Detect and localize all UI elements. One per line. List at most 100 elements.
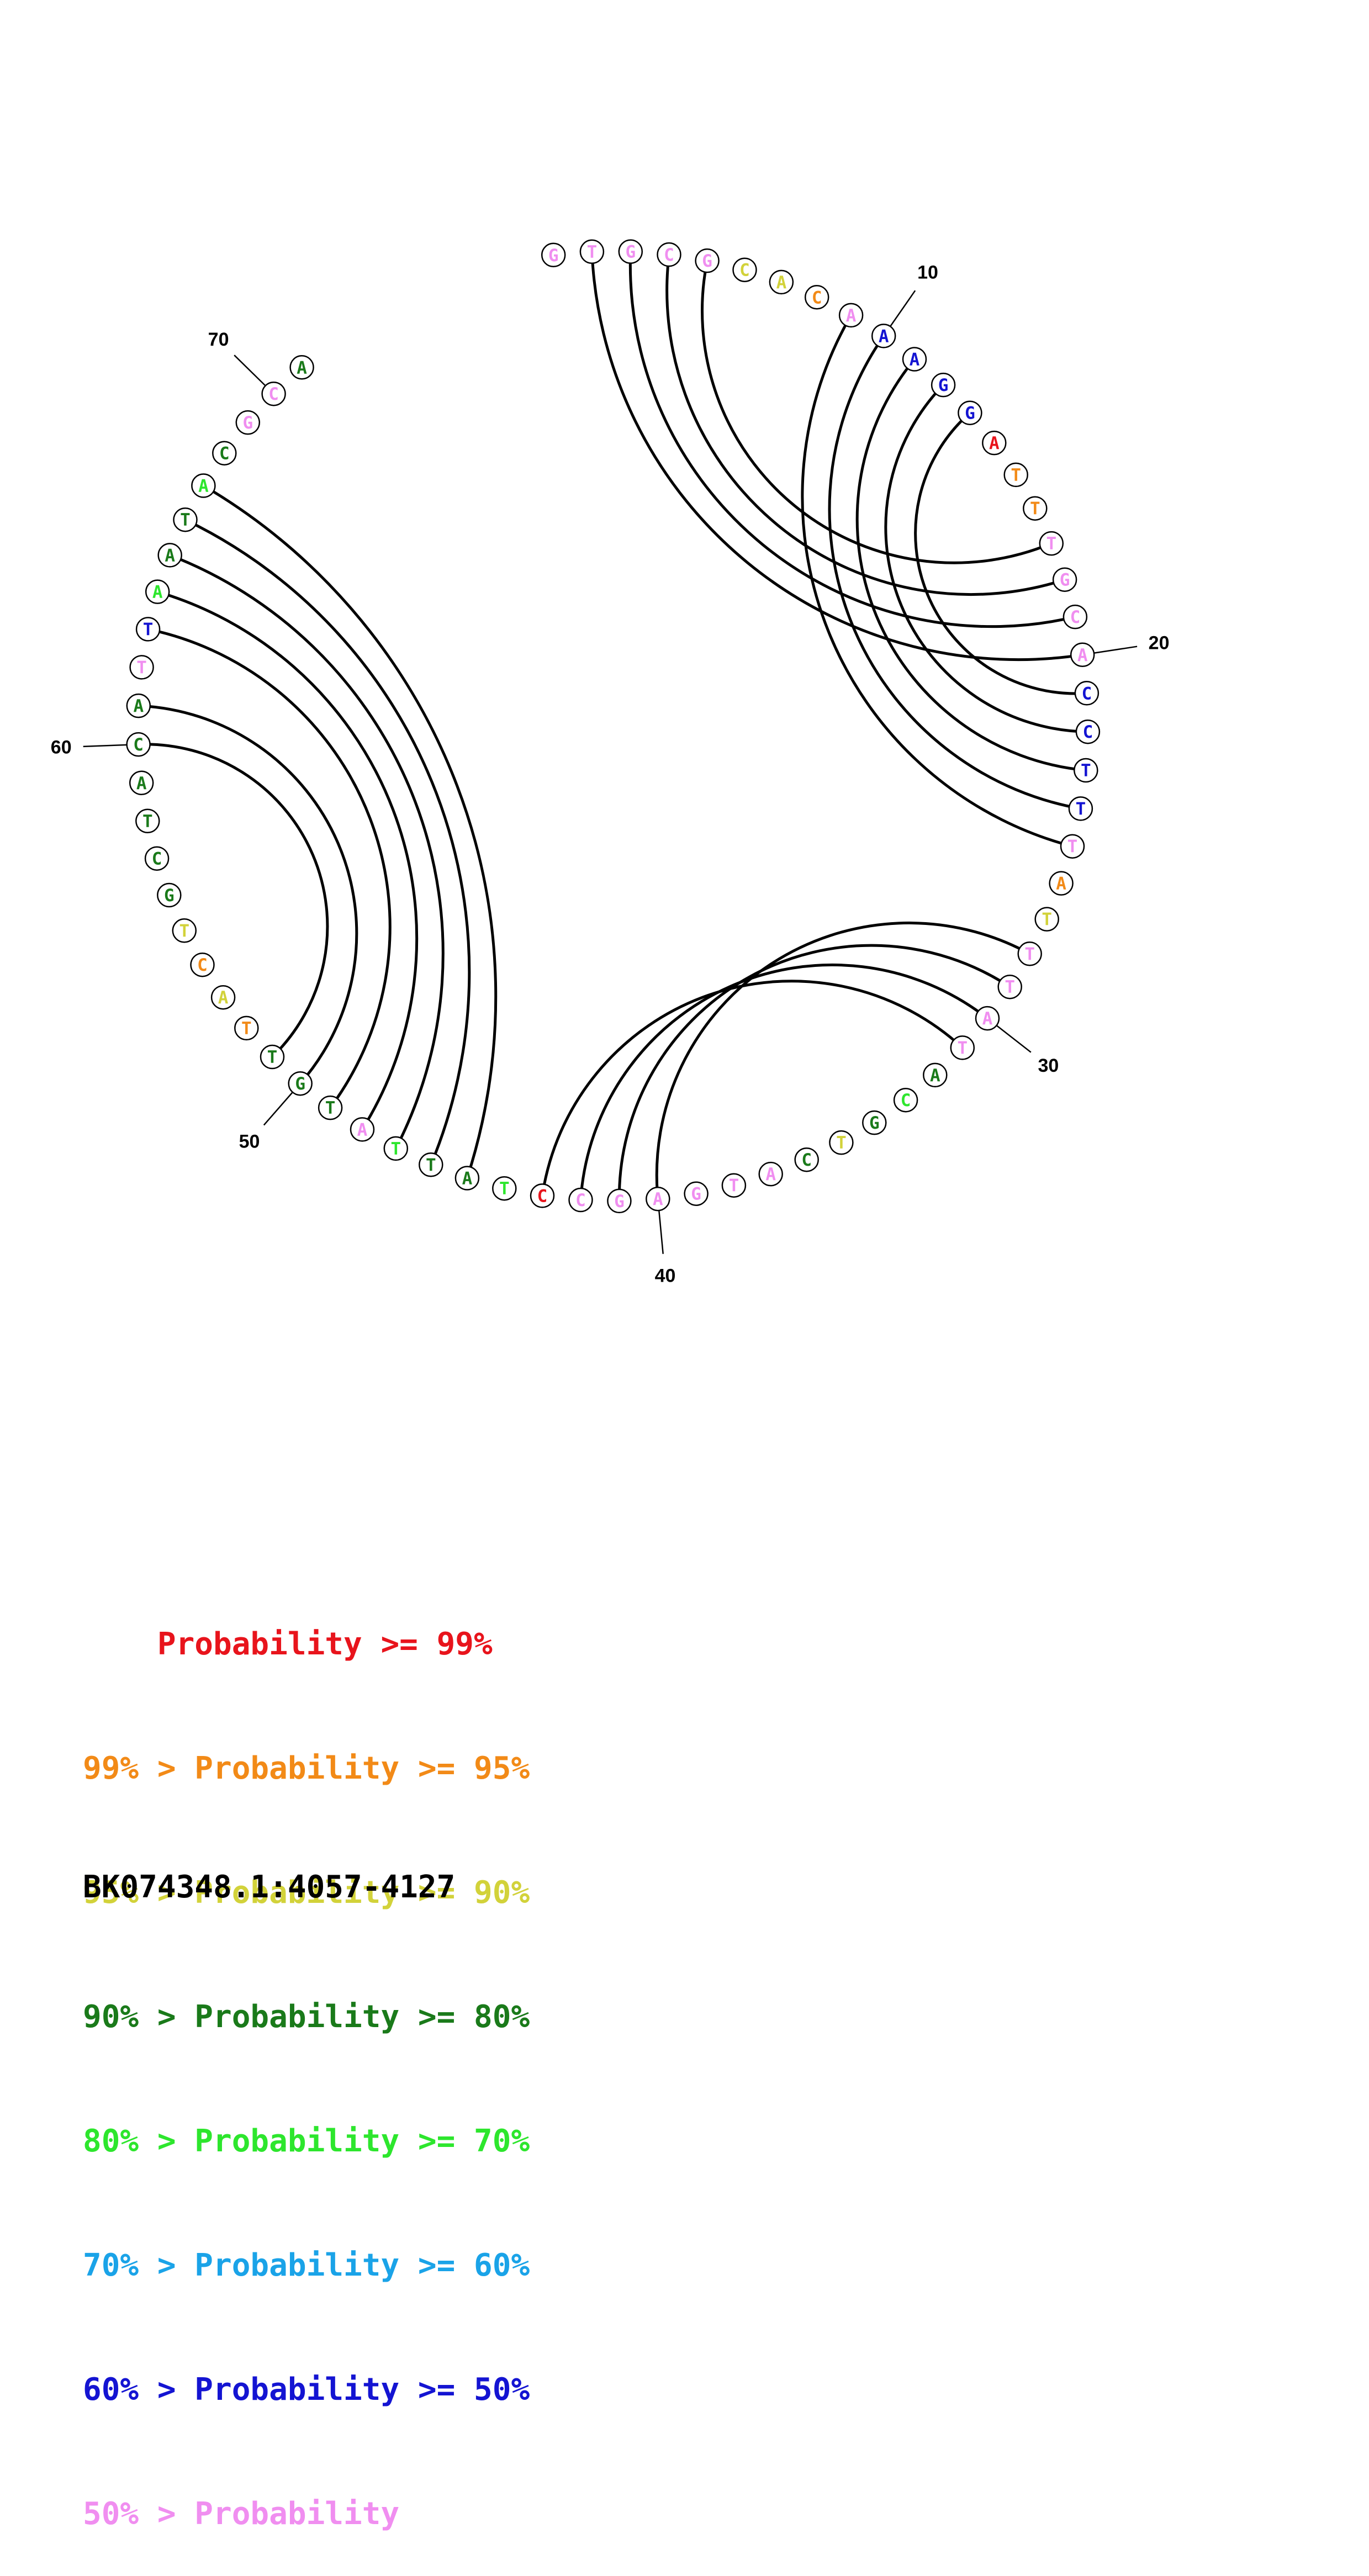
- nucleotide-13: G: [958, 400, 982, 425]
- base-pair-arc-12-22: [884, 384, 1088, 733]
- nucleotide-36: C: [794, 1147, 819, 1172]
- nucleotide-letter-67: A: [198, 477, 209, 496]
- nucleotide-56: G: [157, 882, 182, 908]
- nucleotide-letter-32: A: [930, 1066, 940, 1086]
- base-pair-arc-28-40: [655, 921, 1030, 1199]
- nucleotide-letter-66: T: [180, 510, 191, 530]
- nucleotide-circle-45: [454, 1166, 480, 1191]
- nucleotide-57: C: [144, 846, 170, 871]
- nucleotide-circle-61: [126, 693, 151, 718]
- nucleotide-letter-45: A: [462, 1169, 473, 1189]
- nucleotide-circle-50: [288, 1071, 313, 1096]
- position-tick-60: [83, 744, 127, 748]
- nucleotide-25: T: [1060, 834, 1085, 859]
- nucleotide-letter-56: G: [164, 886, 175, 906]
- nucleotide-letter-15: T: [1011, 466, 1021, 485]
- nucleotide-6: C: [732, 257, 757, 282]
- nucleotide-letter-5: G: [702, 251, 712, 271]
- nucleotide-letter-47: T: [390, 1139, 401, 1159]
- nucleotide-letter-68: C: [219, 444, 230, 464]
- base-pair-arc-10-24: [828, 335, 1081, 810]
- nucleotide-circle-13: [958, 400, 982, 425]
- nucleotide-ring: G T G C G CACAAAGGATTTGCACCTTTATTTATACGTCATGA…: [126, 239, 1101, 1214]
- nucleotide-circle-42: [568, 1187, 593, 1213]
- nucleotide-circle-29: [997, 974, 1022, 999]
- nucleotide-letter-33: C: [901, 1091, 911, 1110]
- nucleotide-letter-22: C: [1083, 722, 1093, 742]
- nucleotide-circle-33: [893, 1087, 918, 1113]
- legend-row-p70: 80% > Probability >= 70%: [83, 2123, 530, 2159]
- nucleotide-61: A: [126, 693, 151, 718]
- nucleotide-letter-25: T: [1067, 837, 1078, 857]
- nucleotide-circle-70: [261, 381, 286, 406]
- nucleotide-circle-31: [950, 1035, 975, 1060]
- nucleotide-circle-26: [1049, 871, 1074, 896]
- nucleotide-circle-48: [350, 1117, 375, 1142]
- nucleotide-4: C: [657, 242, 681, 267]
- nucleotide-letter-30: A: [982, 1009, 993, 1029]
- nucleotide-circle-39: [684, 1181, 709, 1206]
- nucleotide-circle-11: [902, 347, 927, 372]
- nucleotide-21: C: [1074, 681, 1100, 706]
- nucleotide-circle-14: [982, 430, 1007, 456]
- nucleotide-letter-51: T: [267, 1048, 278, 1067]
- nucleotide-53: A: [210, 985, 236, 1010]
- nucleotide-16: T: [1023, 496, 1048, 521]
- nucleotide-letter-31: T: [957, 1038, 968, 1058]
- nucleotide-32: A: [923, 1062, 948, 1088]
- nucleotide-circle-2: [579, 239, 605, 265]
- nucleotide-51: T: [260, 1044, 285, 1070]
- nucleotide-24: T: [1068, 796, 1093, 821]
- sequence-id: BK074348.1:4057-4127: [83, 1869, 456, 1905]
- legend-row-p90: 95% > Probability >= 90%: [83, 1875, 530, 1911]
- nucleotide-circle-65: [157, 543, 182, 568]
- nucleotide-circle-21: [1074, 681, 1100, 706]
- nucleotide-58: T: [135, 808, 160, 834]
- nucleotide-circle-15: [1003, 462, 1028, 488]
- nucleotide-50: G: [288, 1071, 313, 1096]
- nucleotide-circle-3: [618, 239, 643, 264]
- nucleotide-46: T: [419, 1152, 443, 1177]
- nucleotide-letter-17: T: [1046, 534, 1056, 554]
- nucleotide-letter-10: A: [879, 326, 889, 346]
- nucleotide-60: C: [126, 732, 151, 757]
- base-pair-arc-2-20: [590, 251, 1083, 662]
- nucleotide-29: T: [997, 974, 1022, 999]
- nucleotide-letter-18: G: [1060, 570, 1070, 590]
- nucleotide-35: T: [829, 1130, 854, 1155]
- nucleotide-circle-28: [1017, 941, 1042, 966]
- nucleotide-circle-37: [758, 1161, 783, 1187]
- nucleotide-letter-36: C: [801, 1150, 812, 1170]
- nucleotide-circle-68: [212, 441, 237, 466]
- nucleotide-circle-7: [769, 269, 794, 295]
- nucleotide-circle-47: [383, 1136, 409, 1161]
- base-pair-arc-3-19: [628, 251, 1076, 628]
- base-pair-arc-48-64: [157, 590, 419, 1130]
- nucleotide-circle-25: [1060, 834, 1085, 859]
- nucleotide-circle-30: [975, 1006, 1000, 1031]
- nucleotide-letter-28: T: [1024, 944, 1035, 964]
- nucleotide-40: A: [646, 1186, 670, 1212]
- nucleotide-letter-46: T: [426, 1155, 436, 1175]
- base-pair-arc-29-41: [617, 944, 1011, 1201]
- nucleotide-circle-58: [135, 808, 160, 834]
- probability-legend: Probability >= 99% 99% > Probability >= …: [83, 1541, 530, 2576]
- nucleotide-8: C: [804, 285, 829, 310]
- nucleotide-circle-12: [931, 372, 956, 398]
- base-pair-arc-9-25: [801, 314, 1073, 848]
- nucleotide-49: T: [318, 1095, 343, 1120]
- nucleotide-64: A: [145, 579, 170, 604]
- position-tick-10: [890, 290, 916, 327]
- nucleotide-38: T: [721, 1173, 747, 1198]
- nucleotide-letter-26: A: [1056, 874, 1066, 894]
- legend-row-p80: 90% > Probability >= 80%: [83, 1999, 530, 2035]
- nucleotide-14: A: [982, 430, 1007, 456]
- nucleotide-circle-71: [289, 355, 314, 380]
- nucleotide-letter-39: G: [691, 1184, 701, 1204]
- nucleotide-letter-44: T: [499, 1179, 510, 1199]
- position-label-60: 60: [51, 737, 72, 758]
- nucleotide-44: T: [492, 1176, 517, 1201]
- nucleotide-circle-46: [419, 1152, 443, 1177]
- nucleotide-47: T: [383, 1136, 409, 1161]
- nucleotide-letter-61: A: [133, 696, 144, 716]
